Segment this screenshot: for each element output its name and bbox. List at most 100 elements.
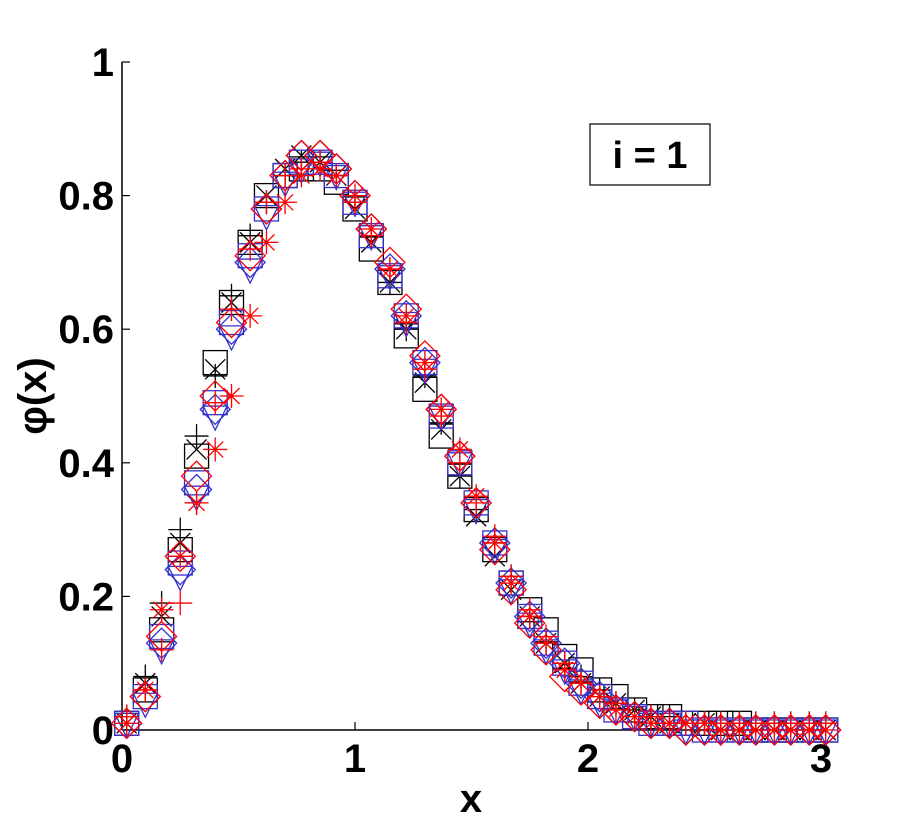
data-point-triangle-down (183, 485, 210, 512)
data-point-asterisk (394, 303, 419, 328)
data-point-diamond (634, 707, 667, 740)
data-point-asterisk (377, 257, 402, 282)
data-point-diamond (758, 714, 791, 746)
data-point-diamond (460, 486, 493, 519)
y-tick-label: 0.4 (58, 442, 114, 486)
data-point-asterisk (569, 671, 594, 696)
data-point-diamond (199, 393, 232, 426)
y-axis-label: φ(x) (11, 357, 55, 435)
data-point-asterisk (482, 530, 507, 555)
data-point-diamond (723, 714, 756, 746)
data-point-asterisk (184, 490, 209, 515)
chart-axes (121, 62, 824, 731)
series-7-diamond (110, 139, 842, 746)
data-point-asterisk (708, 718, 733, 742)
data-point-diamond (234, 239, 267, 272)
data-point-asterisk (289, 163, 314, 188)
data-point-asterisk (447, 437, 472, 462)
data-point-diamond (339, 179, 371, 212)
data-point-asterisk (429, 397, 454, 422)
series-2-cross (116, 145, 837, 741)
data-point-asterisk (813, 718, 838, 742)
data-point-diamond (495, 573, 528, 606)
data-point-diamond (548, 660, 581, 693)
data-point-plus (168, 591, 193, 616)
data-point-diamond (215, 313, 248, 346)
x-tick-label: 0 (111, 737, 133, 781)
data-point-diamond (215, 306, 248, 339)
data-point-diamond (164, 540, 197, 573)
data-point-diamond (234, 246, 267, 279)
data-point-asterisk (464, 484, 489, 509)
x-tick-label: 2 (577, 737, 599, 781)
tick-group: 0 1 2 3 0 0.2 0.4 0.6 0.8 1 (58, 41, 832, 781)
data-point-asterisk (622, 704, 647, 729)
data-point-diamond (478, 533, 511, 566)
y-tick-label: 0.6 (58, 308, 114, 352)
data-point-diamond (129, 680, 162, 713)
series-0-plus (114, 150, 838, 736)
data-point-diamond (513, 607, 546, 640)
data-point-diamond (145, 620, 178, 653)
data-point-triangle-down (218, 325, 245, 352)
data-point-diamond (110, 707, 143, 740)
data-point-asterisk (133, 677, 158, 702)
annotation-frame (589, 123, 711, 186)
data-point-diamond (164, 553, 197, 586)
data-point-asterisk (603, 697, 628, 722)
data-point-diamond (583, 680, 616, 713)
data-point-asterisk (324, 163, 349, 188)
annotation-box: i = 1 (589, 123, 711, 186)
data-point-asterisk (168, 544, 193, 569)
data-point-diamond (250, 193, 283, 225)
data-point-triangle-down (167, 565, 194, 592)
data-point-diamond (704, 714, 737, 746)
data-point-diamond (374, 253, 406, 285)
data-point-diamond (583, 687, 616, 720)
x-axis-label: x (460, 777, 482, 821)
y-tick-label: 0.2 (58, 575, 114, 619)
x-tick-label: 1 (344, 737, 366, 781)
series-3-square (114, 149, 839, 743)
data-point-diamond (774, 714, 807, 746)
data-point-diamond (199, 380, 232, 412)
data-point-asterisk (552, 657, 577, 682)
data-point-plus (203, 363, 228, 388)
data-point-asterisk (534, 631, 559, 656)
data-point-asterisk (273, 190, 298, 215)
data-point-asterisk (219, 384, 244, 408)
data-point-asterisk (238, 303, 263, 328)
data-point-asterisk (657, 711, 682, 736)
data-point-diamond (739, 714, 772, 746)
data-point-diamond (530, 633, 562, 666)
data-point-asterisk (797, 718, 822, 742)
series-layer (110, 139, 842, 746)
data-point-asterisk (254, 230, 279, 255)
data-point-diamond (653, 707, 686, 740)
data-point-plus (219, 297, 244, 322)
data-point-asterisk (359, 217, 384, 241)
data-point-diamond (478, 527, 511, 559)
y-tick-label: 0 (92, 709, 114, 753)
data-point-asterisk (149, 597, 174, 622)
data-point-diamond (565, 674, 597, 706)
data-point-plus (149, 637, 174, 662)
data-point-diamond (809, 714, 842, 746)
data-point-asterisk (343, 183, 367, 208)
data-point-asterisk (114, 711, 139, 736)
data-point-asterisk (203, 437, 228, 462)
data-point-diamond (355, 213, 388, 245)
y-tick-label: 0.8 (58, 175, 114, 219)
series-8-asterisk (114, 156, 838, 742)
data-point-diamond (443, 440, 476, 473)
data-point-asterisk (638, 711, 663, 736)
data-point-diamond (565, 667, 597, 700)
data-point-diamond (793, 714, 826, 746)
series-6-plus (114, 150, 838, 736)
annotation-text: i = 1 (613, 135, 688, 177)
data-point-diamond (600, 694, 632, 726)
data-point-diamond (688, 714, 721, 746)
data-point-asterisk (727, 718, 752, 742)
data-point-diamond (618, 700, 651, 733)
